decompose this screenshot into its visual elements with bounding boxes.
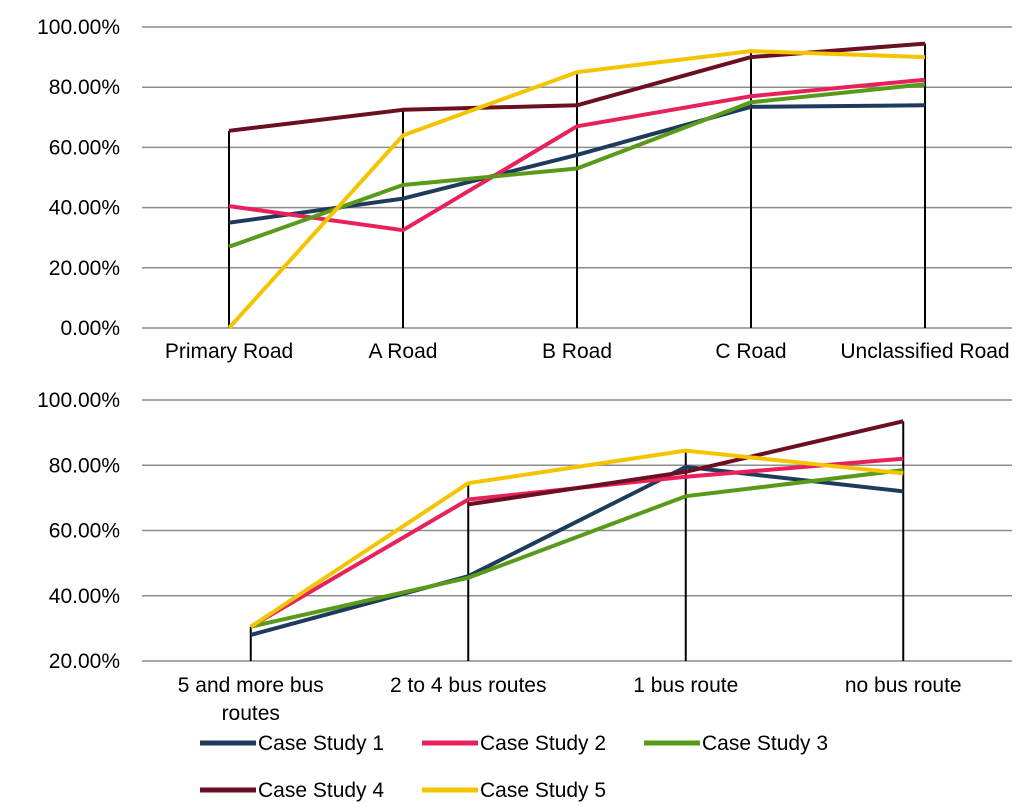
- series-line: [250, 464, 904, 637]
- y-tick-label: 80.00%: [49, 76, 120, 99]
- y-tick-label: 100.00%: [37, 16, 120, 39]
- y-tick-label: 40.00%: [49, 197, 120, 220]
- legend-label: Case Study 4: [258, 779, 384, 802]
- series-line: [228, 77, 926, 233]
- legend-label: Case Study 3: [702, 732, 828, 755]
- series-line: [249, 456, 904, 629]
- legend-label: Case Study 1: [258, 732, 384, 755]
- x-tick-label: Unclassified Road: [840, 340, 1009, 363]
- x-tick-label: Primary Road: [165, 340, 293, 363]
- series-line: [250, 468, 904, 629]
- x-tick-label: 5 and more bus: [178, 674, 324, 697]
- y-tick-label: 0.00%: [60, 317, 120, 340]
- legend-label: Case Study 2: [480, 732, 606, 755]
- y-tick-label: 20.00%: [49, 650, 120, 673]
- series-line: [468, 419, 904, 507]
- y-tick-label: 40.00%: [49, 585, 120, 608]
- y-tick-label: 60.00%: [49, 520, 120, 543]
- chart-road-type: 0.00% 20.00% 40.00% 60.00% 80.00% 100.00% Prim…: [37, 16, 1012, 363]
- chart-bus-routes: 20.00% 40.00% 60.00% 80.00% 100.00% 5 and mor…: [37, 389, 1012, 725]
- x-tick-label: 2 to 4 bus routes: [390, 674, 546, 697]
- x-tick-label: routes: [222, 702, 280, 725]
- series-line: [227, 49, 926, 330]
- x-tick-label: B Road: [542, 340, 612, 363]
- series-line: [249, 448, 904, 629]
- y-tick-label: 20.00%: [49, 257, 120, 280]
- series-line: [228, 82, 926, 249]
- y-tick-label: 100.00%: [37, 389, 120, 412]
- y-tick-label: 60.00%: [49, 136, 120, 159]
- x-tick-label: C Road: [715, 340, 786, 363]
- legend: Case Study 1 Case Study 2 Case Study 3 Case…: [200, 732, 828, 802]
- x-tick-label: no bus route: [845, 674, 962, 697]
- y-tick-label: 80.00%: [49, 454, 120, 477]
- x-tick-label: A Road: [369, 340, 438, 363]
- legend-label: Case Study 5: [480, 779, 606, 802]
- x-tick-label: 1 bus route: [633, 674, 738, 697]
